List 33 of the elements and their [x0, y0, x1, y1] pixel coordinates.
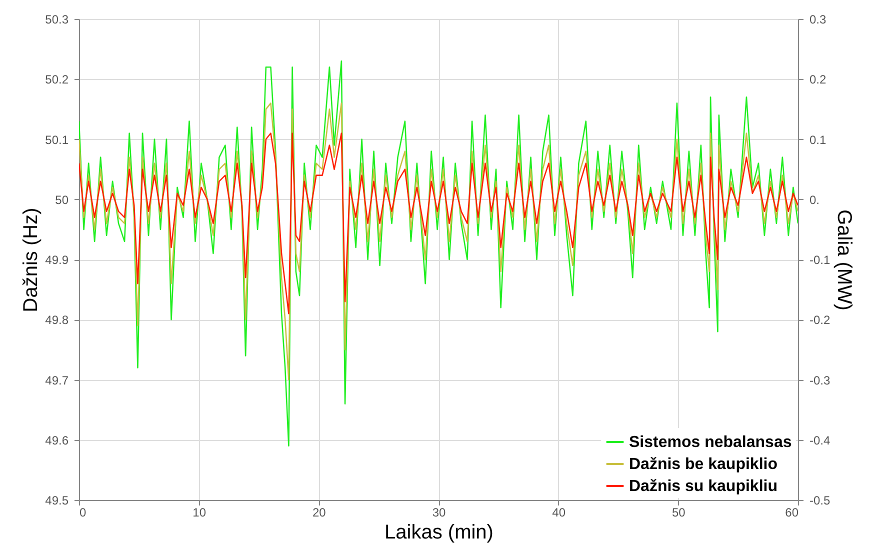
y-tick-label: 49.5 [45, 494, 69, 508]
x-tick-label: 30 [432, 506, 446, 520]
line-series [79, 132, 798, 314]
x-axis-title: Laikas (min) [384, 522, 494, 544]
y-tick-label: 49.6 [45, 433, 69, 448]
y2-tick-label: 0. [810, 192, 820, 207]
x-tick-label: 50 [672, 506, 686, 520]
y2-tick-label: -0.5 [810, 494, 831, 508]
y-tick-label: 50 [55, 192, 69, 207]
y2-tick-label: -0.1 [810, 253, 831, 267]
y2-tick-label: 0.1 [810, 132, 827, 147]
y2-tick-label: 0.3 [810, 12, 827, 26]
x-tick-label: 10 [192, 506, 206, 520]
y2-tick-label: -0.4 [810, 433, 831, 448]
x-tick-label: 0 [80, 506, 86, 520]
y-tick-label: 49.8 [45, 313, 69, 328]
y-tick-label: 50.3 [45, 12, 69, 26]
legend-label: Sistemos nebalansas [629, 434, 792, 451]
y-tick-label: 49.9 [45, 253, 69, 267]
y-tick-label: 50.1 [45, 132, 69, 147]
y2-tick-label: 0.2 [810, 72, 827, 87]
legend-label: Dažnis be kaupiklio [629, 456, 778, 473]
x-tick-label: 60 [785, 506, 799, 520]
x-tick-label: 20 [312, 506, 326, 520]
y-axis-title: Dažnis (Hz) [20, 208, 42, 312]
legend-label: Dažnis su kaupikliu [629, 478, 778, 495]
y-tick-label: 49.7 [45, 373, 69, 388]
y2-tick-label: -0.3 [810, 373, 831, 388]
y2-axis-title: Galia (MW) [833, 209, 856, 311]
y2-tick-label: -0.2 [810, 313, 831, 328]
y-tick-label: 50.2 [45, 72, 69, 87]
line-series [79, 102, 798, 380]
x-tick-label: 40 [552, 506, 566, 520]
